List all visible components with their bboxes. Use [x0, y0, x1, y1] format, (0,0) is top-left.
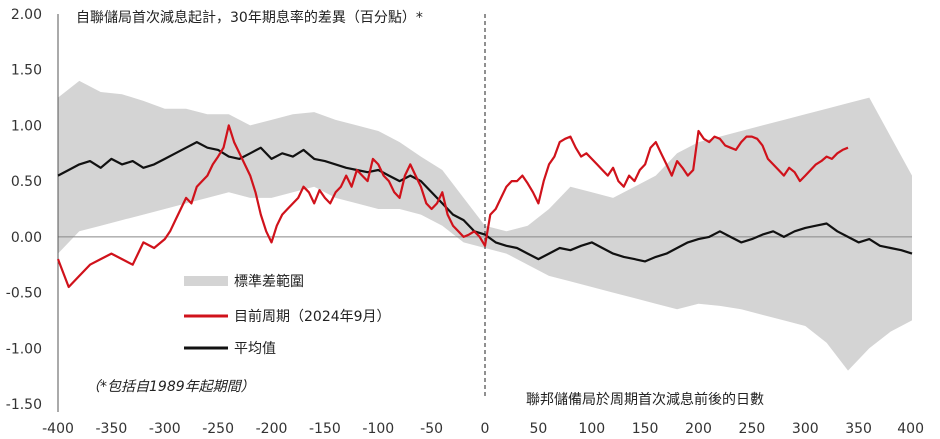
x-tick-labels: -400 -350 -300 -250 -200 -150 -100 -50 0 50 100 150…: [42, 421, 924, 437]
x-tick-label: 200: [685, 421, 712, 437]
x-tick-label: -150: [309, 421, 341, 437]
x-tick-label: 250: [739, 421, 766, 437]
x-tick-label: -300: [149, 421, 181, 437]
y-tick-label: 1.50: [11, 63, 42, 79]
x-tick-label: 0: [481, 421, 490, 437]
legend-label-band: 標準差範圍: [234, 273, 304, 290]
y-tick-label: 2.00: [11, 7, 42, 23]
x-tick-label: -100: [362, 421, 394, 437]
series-line-current-cycle: [56, 124, 849, 289]
x-tick-label: -350: [96, 421, 128, 437]
x-tick-label: -250: [202, 421, 234, 437]
legend-label-current: 目前周期（2024年9月）: [234, 308, 391, 325]
series-line-average: [57, 141, 913, 263]
legend-label-average: 平均值: [234, 341, 276, 357]
x-tick-label: 400: [897, 421, 924, 437]
x-tick-label: -50: [420, 421, 443, 437]
footnote: （*包括自1989年起期間）: [86, 379, 255, 395]
x-tick-label: 350: [845, 421, 872, 437]
x-axis-label: 聯邦儲備局於周期首次減息前後的日數: [526, 391, 764, 408]
y-tick-label: 1.00: [11, 118, 42, 134]
x-tick-label: -400: [42, 421, 74, 437]
y-tick-label: 0.00: [11, 230, 42, 246]
legend: 標準差範圍 目前周期（2024年9月） 平均值: [184, 273, 391, 357]
x-tick-label: -200: [256, 421, 288, 437]
x-tick-label: 150: [632, 421, 659, 437]
legend-band-swatch: [184, 276, 228, 286]
y-tick-label: 0.50: [11, 174, 42, 190]
y-tick-label: -1.00: [6, 341, 42, 357]
series-layer: [56, 124, 913, 289]
y-tick-label: -1.50: [6, 397, 42, 413]
x-tick-label: 50: [529, 421, 547, 437]
chart-title: 自聯儲局首次減息起計，30年期息率的差異（百分點）*: [76, 9, 423, 26]
x-tick-label: 100: [578, 421, 605, 437]
y-tick-labels: -1.50 -1.00 -0.50 0.00 0.50 1.00 1.50 2.00: [6, 7, 42, 413]
x-tick-label: 300: [792, 421, 819, 437]
y-tick-label: -0.50: [6, 286, 42, 302]
